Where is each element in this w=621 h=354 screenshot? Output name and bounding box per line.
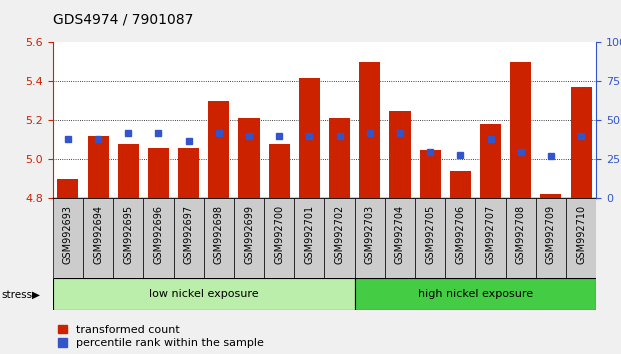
Text: GSM992708: GSM992708 xyxy=(515,205,526,264)
Text: GSM992696: GSM992696 xyxy=(153,205,163,264)
Bar xyxy=(148,148,169,198)
Bar xyxy=(178,148,199,198)
FancyBboxPatch shape xyxy=(476,198,505,278)
FancyBboxPatch shape xyxy=(294,198,324,278)
FancyBboxPatch shape xyxy=(505,198,536,278)
Text: high nickel exposure: high nickel exposure xyxy=(418,289,533,299)
Bar xyxy=(57,179,78,198)
Text: GSM992710: GSM992710 xyxy=(576,205,586,264)
Bar xyxy=(359,62,380,198)
Bar xyxy=(480,124,501,198)
Bar xyxy=(420,149,441,198)
Bar xyxy=(208,101,229,198)
Text: GSM992707: GSM992707 xyxy=(486,205,496,264)
Text: GSM992697: GSM992697 xyxy=(184,205,194,264)
Text: GSM992701: GSM992701 xyxy=(304,205,314,264)
FancyBboxPatch shape xyxy=(83,198,113,278)
FancyBboxPatch shape xyxy=(566,198,596,278)
Text: GSM992704: GSM992704 xyxy=(395,205,405,264)
FancyBboxPatch shape xyxy=(113,198,143,278)
Text: GSM992705: GSM992705 xyxy=(425,205,435,264)
Text: stress: stress xyxy=(2,290,33,299)
Bar xyxy=(540,194,561,198)
FancyBboxPatch shape xyxy=(264,198,294,278)
FancyBboxPatch shape xyxy=(445,198,476,278)
FancyBboxPatch shape xyxy=(415,198,445,278)
FancyBboxPatch shape xyxy=(355,278,596,310)
FancyBboxPatch shape xyxy=(53,278,355,310)
Text: low nickel exposure: low nickel exposure xyxy=(149,289,258,299)
FancyBboxPatch shape xyxy=(234,198,264,278)
Text: GSM992695: GSM992695 xyxy=(123,205,134,264)
Text: GSM992694: GSM992694 xyxy=(93,205,103,264)
FancyBboxPatch shape xyxy=(173,198,204,278)
Bar xyxy=(269,144,290,198)
Legend: transformed count, percentile rank within the sample: transformed count, percentile rank withi… xyxy=(58,325,264,348)
Bar xyxy=(510,62,531,198)
FancyBboxPatch shape xyxy=(385,198,415,278)
Bar xyxy=(118,144,139,198)
Text: ▶: ▶ xyxy=(32,290,40,299)
Bar xyxy=(88,136,109,198)
Text: GSM992709: GSM992709 xyxy=(546,205,556,264)
Bar xyxy=(238,118,260,198)
FancyBboxPatch shape xyxy=(536,198,566,278)
FancyBboxPatch shape xyxy=(355,198,385,278)
Text: GSM992700: GSM992700 xyxy=(274,205,284,264)
FancyBboxPatch shape xyxy=(204,198,234,278)
Text: GSM992699: GSM992699 xyxy=(244,205,254,264)
Text: GSM992706: GSM992706 xyxy=(455,205,465,264)
Text: GSM992703: GSM992703 xyxy=(365,205,374,264)
Text: GSM992702: GSM992702 xyxy=(335,205,345,264)
Bar xyxy=(450,171,471,198)
Text: GSM992698: GSM992698 xyxy=(214,205,224,264)
Bar xyxy=(329,118,350,198)
FancyBboxPatch shape xyxy=(324,198,355,278)
Text: GSM992693: GSM992693 xyxy=(63,205,73,264)
Text: GDS4974 / 7901087: GDS4974 / 7901087 xyxy=(53,12,193,27)
Bar xyxy=(571,87,592,198)
Bar xyxy=(299,78,320,198)
Bar xyxy=(389,110,410,198)
FancyBboxPatch shape xyxy=(53,198,83,278)
FancyBboxPatch shape xyxy=(143,198,173,278)
